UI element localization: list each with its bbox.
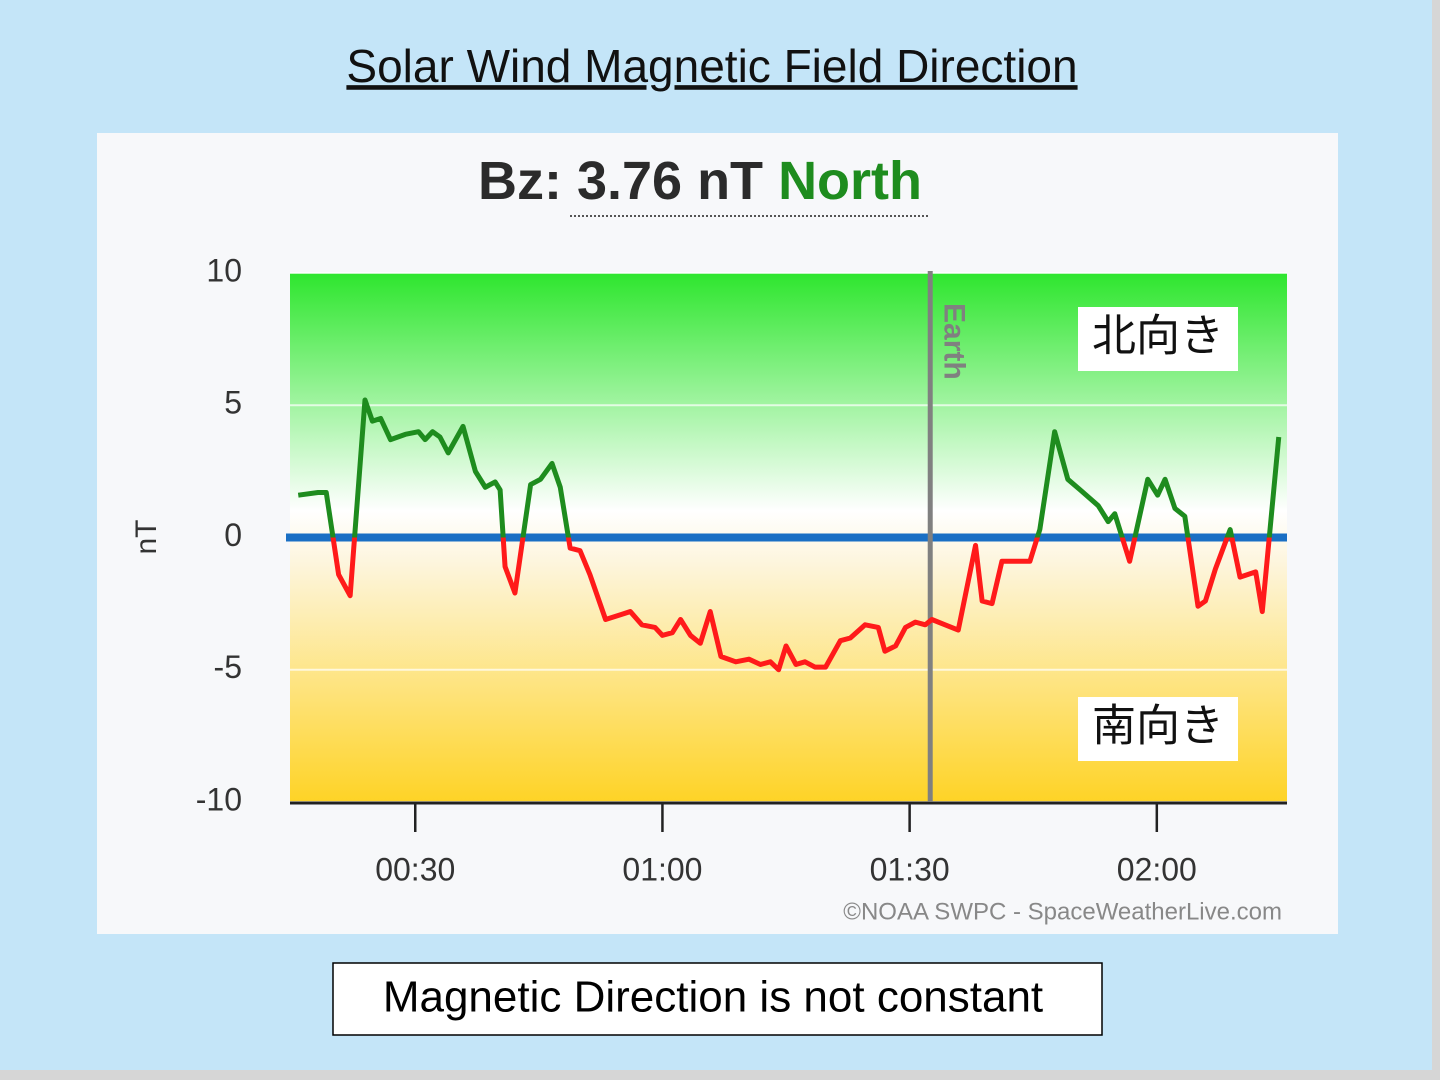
direction-box [1078, 307, 1238, 371]
caption: Magnetic Direction is not constant [383, 973, 1043, 1022]
bz-value: 3.76 nT [577, 151, 763, 211]
y-tick-label: 0 [224, 517, 242, 553]
direction-label: 北向き [1092, 312, 1224, 361]
y-axis-label: nT [130, 519, 163, 554]
credit: ©NOAA SWPC - SpaceWeatherLive.com [843, 898, 1282, 925]
y-tick-label: 10 [206, 252, 242, 288]
slide-title: Solar Wind Magnetic Field Direction [346, 40, 1077, 92]
y-tick-label: 5 [224, 385, 242, 421]
caption-box [332, 962, 1103, 1036]
y-tick-label: -5 [214, 649, 242, 685]
bz-heading: Bz: 3.76 nT North [478, 151, 922, 211]
x-tick-label: 01:00 [622, 851, 702, 887]
bz-line [297, 397, 1282, 673]
direction-box [1078, 697, 1238, 761]
x-tick-label: 02:00 [1117, 851, 1197, 887]
earth-label: Earth [937, 303, 970, 380]
direction-label: 南向き [1092, 702, 1224, 751]
x-tick-label: 01:30 [870, 851, 950, 887]
bz-label: Bz: [478, 151, 562, 211]
bz-direction: North [778, 151, 922, 211]
y-tick-label: -10 [196, 781, 242, 817]
x-tick-label: 00:30 [375, 851, 455, 887]
